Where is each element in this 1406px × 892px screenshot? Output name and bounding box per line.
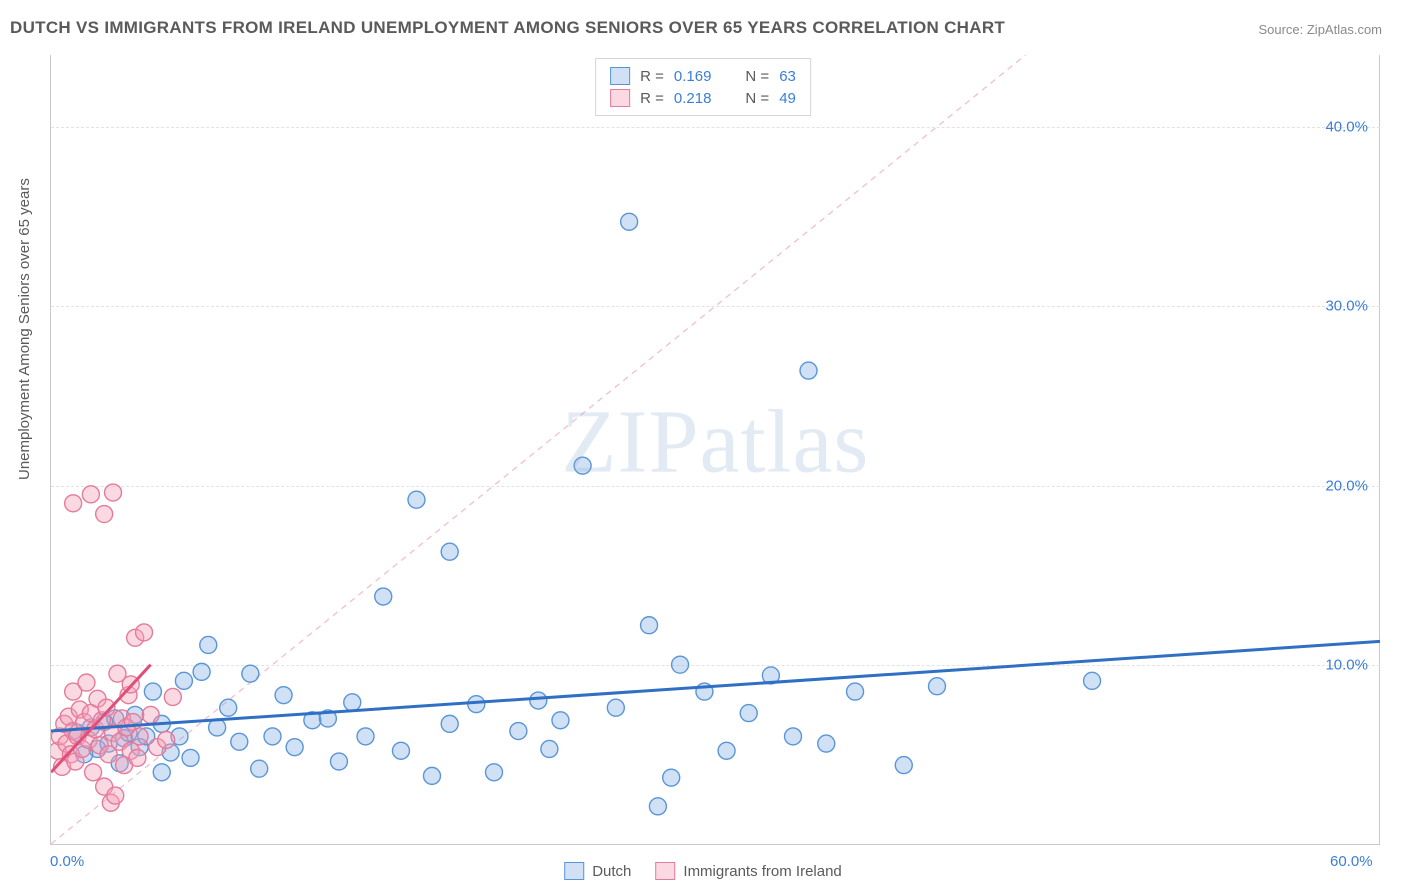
scatter-chart-svg (51, 55, 1380, 844)
source-credit: Source: ZipAtlas.com (1258, 22, 1382, 37)
legend-n-label: N = (745, 68, 769, 85)
y-axis-label: Unemployment Among Seniors over 65 years (16, 178, 33, 480)
legend-r-value: 0.218 (674, 90, 712, 107)
legend-row: R = 0.169 N = 63 (610, 65, 796, 87)
legend-r-label: R = (640, 68, 664, 85)
legend-r-value: 0.169 (674, 68, 712, 85)
x-tick-label: 0.0% (50, 853, 84, 870)
legend-n-label: N = (745, 90, 769, 107)
legend-label: Dutch (592, 863, 631, 880)
legend-swatch (610, 67, 630, 85)
correlation-legend: R = 0.169 N = 63 R = 0.218 N = 49 (595, 58, 811, 116)
legend-n-value: 63 (779, 68, 796, 85)
legend-swatch (564, 862, 584, 880)
legend-n-value: 49 (779, 90, 796, 107)
legend-item: Immigrants from Ireland (655, 862, 841, 880)
legend-label: Immigrants from Ireland (683, 863, 841, 880)
chart-title: DUTCH VS IMMIGRANTS FROM IRELAND UNEMPLO… (10, 18, 1005, 38)
legend-r-label: R = (640, 90, 664, 107)
legend-swatch (610, 89, 630, 107)
plot-area: ZIPatlas 10.0%20.0%30.0%40.0% (50, 55, 1380, 845)
legend-item: Dutch (564, 862, 631, 880)
legend-swatch (655, 862, 675, 880)
legend-row: R = 0.218 N = 49 (610, 87, 796, 109)
x-tick-label: 60.0% (1330, 853, 1373, 870)
series-legend: Dutch Immigrants from Ireland (564, 862, 842, 880)
